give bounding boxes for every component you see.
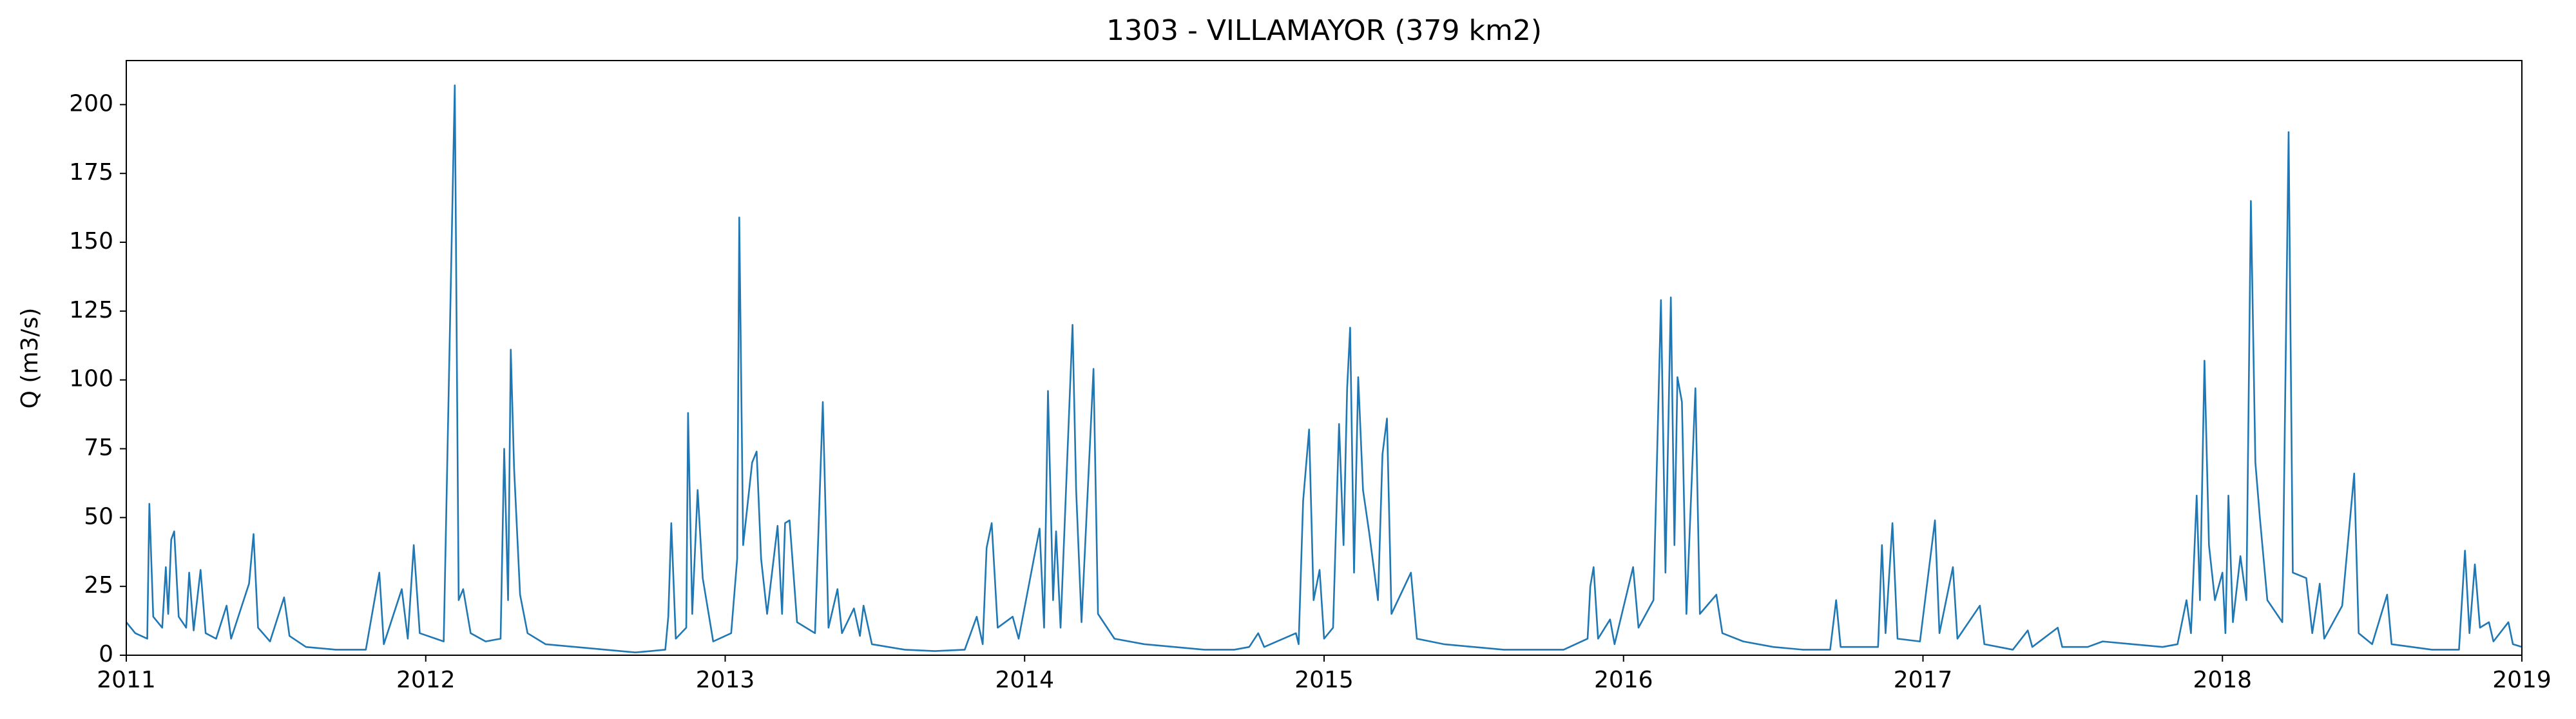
x-tick-label: 2018 — [2193, 667, 2252, 693]
x-tick-label: 2016 — [1594, 667, 1653, 693]
series-line — [125, 84, 2523, 654]
y-tick-label: 200 — [69, 90, 113, 117]
y-tick-label: 0 — [99, 641, 113, 667]
y-tick-label: 50 — [84, 503, 113, 530]
y-tick-label: 175 — [69, 159, 113, 186]
y-tick-label: 150 — [69, 228, 113, 254]
x-tick-label: 2015 — [1294, 667, 1354, 693]
x-tick-label: 2011 — [97, 667, 156, 693]
y-tick-label: 25 — [84, 572, 113, 599]
y-tick-label: 100 — [69, 366, 113, 392]
plot-frame — [126, 60, 2523, 656]
x-tick-label: 2014 — [995, 667, 1054, 693]
y-tick-label: 125 — [69, 297, 113, 323]
chart-title: 1303 - VILLAMAYOR (379 km2) — [1106, 14, 1542, 47]
y-tick-label: 75 — [84, 435, 113, 461]
x-tick-label: 2013 — [696, 667, 755, 693]
x-tick-label: 2019 — [2492, 667, 2552, 693]
y-axis-label: Q (m3/s) — [17, 308, 43, 409]
x-tick-label: 2017 — [1894, 667, 1953, 693]
x-tick-label: 2012 — [396, 667, 456, 693]
